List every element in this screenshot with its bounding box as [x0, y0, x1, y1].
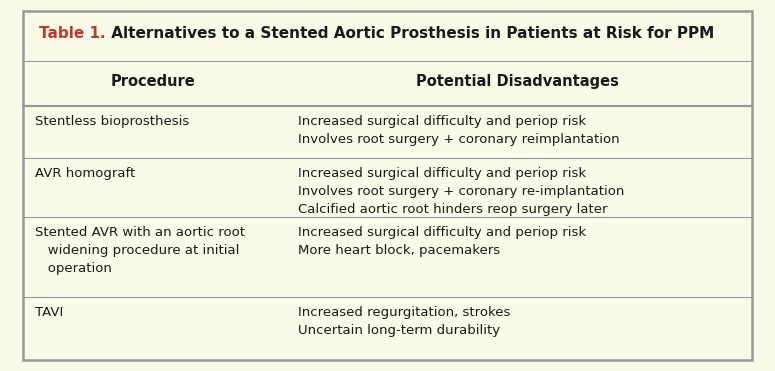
Text: Increased surgical difficulty and periop risk
More heart block, pacemakers: Increased surgical difficulty and periop…: [298, 226, 587, 257]
Text: Stentless bioprosthesis: Stentless bioprosthesis: [35, 115, 189, 128]
Text: Potential Disadvantages: Potential Disadvantages: [416, 74, 618, 89]
Text: Table 1.: Table 1.: [39, 26, 105, 41]
Text: Stented AVR with an aortic root
   widening procedure at initial
   operation: Stented AVR with an aortic root widening…: [35, 226, 245, 275]
Text: TAVI: TAVI: [35, 306, 63, 319]
Text: Increased surgical difficulty and periop risk
Involves root surgery + coronary r: Increased surgical difficulty and periop…: [298, 115, 620, 146]
Text: Increased regurgitation, strokes
Uncertain long-term durability: Increased regurgitation, strokes Uncerta…: [298, 306, 511, 337]
Text: AVR homograft: AVR homograft: [35, 167, 135, 180]
Text: Procedure: Procedure: [111, 74, 195, 89]
Text: Alternatives to a Stented Aortic Prosthesis in Patients at Risk for PPM: Alternatives to a Stented Aortic Prosthe…: [106, 26, 715, 41]
Text: Increased surgical difficulty and periop risk
Involves root surgery + coronary r: Increased surgical difficulty and periop…: [298, 167, 625, 216]
